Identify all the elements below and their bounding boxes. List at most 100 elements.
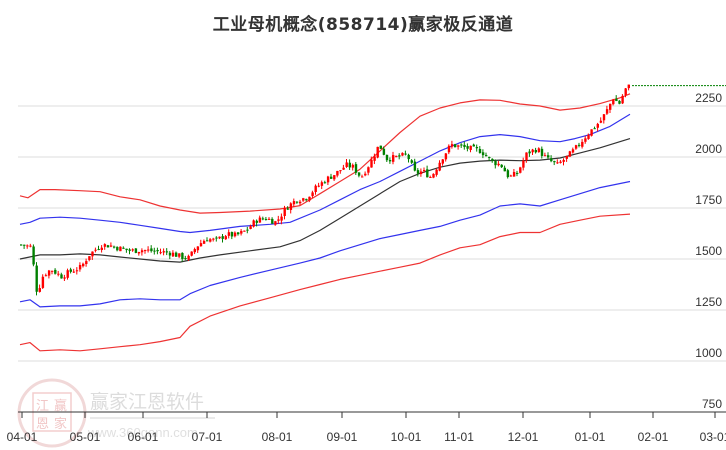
candle-up bbox=[525, 152, 528, 161]
watermark-seal-char: 恩 bbox=[36, 417, 49, 432]
x-tick-label: 07-01 bbox=[192, 430, 223, 444]
candle-up bbox=[268, 218, 271, 220]
candle-down bbox=[475, 146, 479, 149]
candle-up bbox=[82, 263, 85, 267]
x-tick-label: 04-01 bbox=[7, 430, 38, 444]
candle-down bbox=[323, 182, 327, 184]
candle-up bbox=[392, 155, 395, 162]
candle-up bbox=[519, 167, 522, 173]
candle-down bbox=[540, 148, 544, 156]
candle-up bbox=[227, 232, 231, 236]
candle-down bbox=[106, 245, 110, 248]
candle-up bbox=[342, 167, 345, 170]
candle-down bbox=[330, 176, 333, 179]
candle-up bbox=[373, 156, 376, 161]
candle-up bbox=[47, 270, 51, 276]
candle-up bbox=[457, 145, 460, 147]
y-tick-label: 2250 bbox=[695, 91, 722, 105]
candle-up bbox=[91, 251, 94, 257]
candle-down bbox=[230, 232, 234, 237]
candle-up bbox=[51, 270, 54, 272]
candle-up bbox=[72, 271, 76, 273]
candle-down bbox=[175, 252, 178, 257]
candle-up bbox=[497, 163, 500, 166]
candle-down bbox=[416, 170, 420, 174]
candle-down bbox=[481, 152, 485, 156]
candle-up bbox=[419, 171, 423, 175]
candle-down bbox=[122, 247, 125, 249]
candle-up bbox=[401, 153, 404, 156]
candle-up bbox=[57, 273, 60, 275]
candle-up bbox=[599, 120, 603, 123]
candle-up bbox=[94, 249, 97, 251]
candle-up bbox=[103, 244, 107, 247]
candle-down bbox=[478, 148, 482, 154]
x-tick-label: 11-01 bbox=[444, 430, 474, 444]
candle-up bbox=[240, 230, 243, 234]
candle-down bbox=[385, 154, 389, 161]
candle-down bbox=[113, 246, 116, 248]
candle-down bbox=[116, 247, 119, 251]
candle-up bbox=[361, 176, 364, 178]
candle-down bbox=[460, 144, 463, 146]
x-tick-label: 03-01 bbox=[700, 430, 726, 444]
candle-down bbox=[463, 144, 466, 148]
candle-up bbox=[364, 173, 367, 176]
watermark: 江 赢 恩 家 赢家江恩软件 www.360gann.com bbox=[17, 378, 215, 448]
candle-down bbox=[426, 169, 429, 178]
candle-up bbox=[596, 123, 599, 128]
candle-up bbox=[252, 220, 255, 227]
candle-down bbox=[261, 218, 265, 220]
candle-up bbox=[209, 239, 212, 242]
candle-up bbox=[38, 288, 41, 292]
candle-down bbox=[553, 161, 556, 163]
candle-up bbox=[568, 151, 572, 157]
candle-down bbox=[506, 170, 510, 178]
candle-down bbox=[466, 146, 469, 149]
candle-down bbox=[125, 248, 128, 251]
candle-down bbox=[488, 156, 491, 158]
candle-up bbox=[612, 99, 615, 105]
candle-up bbox=[624, 88, 627, 95]
candle-up bbox=[574, 145, 578, 149]
candle-up bbox=[562, 159, 565, 162]
candle-up bbox=[441, 159, 444, 164]
candle-down bbox=[379, 145, 382, 149]
candle-up bbox=[140, 250, 144, 253]
candle-down bbox=[528, 151, 531, 154]
candle-down bbox=[20, 244, 23, 246]
candle-down bbox=[156, 249, 159, 252]
candle-up bbox=[522, 160, 525, 168]
candle-up bbox=[336, 170, 339, 176]
candle-down bbox=[550, 158, 553, 162]
candle-up bbox=[587, 134, 590, 139]
candle-up bbox=[137, 251, 141, 254]
candle-down bbox=[246, 229, 249, 231]
candle-up bbox=[320, 182, 324, 186]
candle-down bbox=[264, 219, 268, 221]
candle-down bbox=[221, 236, 224, 239]
candle-down bbox=[500, 164, 503, 168]
candle-up bbox=[199, 243, 203, 247]
inner-lower-band-line bbox=[19, 180, 631, 308]
candle-down bbox=[491, 158, 494, 161]
candle-down bbox=[354, 164, 358, 173]
candle-up bbox=[469, 145, 472, 150]
candle-down bbox=[593, 128, 596, 130]
candle-down bbox=[454, 144, 457, 148]
candle-up bbox=[605, 109, 609, 114]
watermark-seal-char: 赢 bbox=[54, 398, 67, 414]
candle-up bbox=[311, 192, 314, 197]
candle-up bbox=[556, 162, 559, 164]
candle-down bbox=[206, 240, 209, 242]
candle-up bbox=[85, 261, 88, 265]
candle-up bbox=[509, 175, 513, 177]
candle-down bbox=[32, 246, 35, 265]
candle-up bbox=[44, 275, 48, 277]
candle-up bbox=[339, 170, 342, 172]
candle-up bbox=[314, 185, 317, 192]
candle-up bbox=[543, 155, 547, 157]
candle-down bbox=[615, 98, 618, 102]
channel-bands bbox=[19, 93, 631, 352]
